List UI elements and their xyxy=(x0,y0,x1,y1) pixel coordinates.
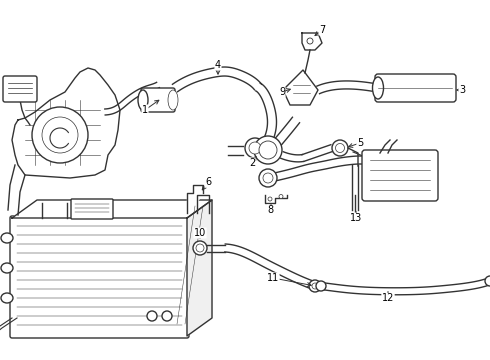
FancyBboxPatch shape xyxy=(71,199,113,219)
Ellipse shape xyxy=(147,311,157,321)
Text: 3: 3 xyxy=(459,85,465,95)
Text: 13: 13 xyxy=(350,213,362,223)
Ellipse shape xyxy=(372,77,384,99)
Ellipse shape xyxy=(1,293,13,303)
Ellipse shape xyxy=(162,311,172,321)
Ellipse shape xyxy=(309,280,321,292)
Polygon shape xyxy=(302,33,322,50)
Polygon shape xyxy=(12,200,212,218)
Text: 11: 11 xyxy=(267,273,279,283)
Text: 12: 12 xyxy=(382,293,394,303)
Ellipse shape xyxy=(485,276,490,286)
Text: 4: 4 xyxy=(215,60,221,70)
Ellipse shape xyxy=(249,142,261,154)
Ellipse shape xyxy=(138,90,148,110)
Circle shape xyxy=(268,197,272,201)
Ellipse shape xyxy=(193,241,207,255)
Text: 6: 6 xyxy=(205,177,211,187)
Text: 2: 2 xyxy=(249,158,255,168)
Ellipse shape xyxy=(254,136,282,164)
Ellipse shape xyxy=(245,138,265,158)
Text: 7: 7 xyxy=(319,25,325,35)
Ellipse shape xyxy=(307,38,313,44)
Text: 9: 9 xyxy=(279,87,285,97)
Polygon shape xyxy=(265,195,287,203)
Ellipse shape xyxy=(196,244,204,252)
Ellipse shape xyxy=(259,141,277,159)
Ellipse shape xyxy=(332,140,348,156)
Polygon shape xyxy=(187,200,212,336)
Ellipse shape xyxy=(259,169,277,187)
Text: 1: 1 xyxy=(142,105,148,115)
Text: 10: 10 xyxy=(194,228,206,238)
FancyBboxPatch shape xyxy=(362,150,438,201)
Ellipse shape xyxy=(168,90,178,110)
Polygon shape xyxy=(187,185,203,213)
Ellipse shape xyxy=(1,263,13,273)
Text: 8: 8 xyxy=(267,205,273,215)
Polygon shape xyxy=(12,68,120,178)
Circle shape xyxy=(279,194,283,198)
Ellipse shape xyxy=(336,144,344,153)
Ellipse shape xyxy=(263,173,273,183)
Ellipse shape xyxy=(1,233,13,243)
Ellipse shape xyxy=(316,281,326,291)
FancyBboxPatch shape xyxy=(141,88,175,112)
FancyBboxPatch shape xyxy=(375,74,456,102)
Circle shape xyxy=(32,107,88,163)
FancyBboxPatch shape xyxy=(10,216,189,338)
Ellipse shape xyxy=(312,283,318,289)
Text: 5: 5 xyxy=(357,138,363,148)
FancyBboxPatch shape xyxy=(3,76,37,102)
Polygon shape xyxy=(283,70,318,105)
Circle shape xyxy=(42,117,78,153)
